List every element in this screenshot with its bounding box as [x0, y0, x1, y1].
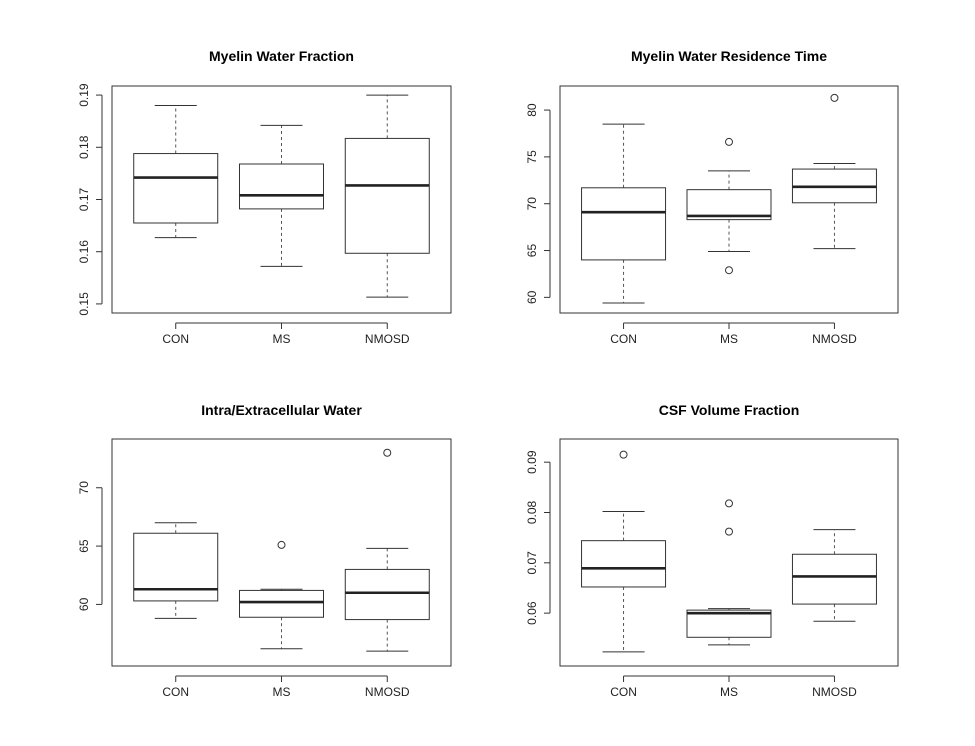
- x-tick-label: NMOSD: [365, 685, 410, 699]
- plot-frame: [111, 85, 452, 314]
- box-group-con: [581, 450, 667, 653]
- y-tick-label: 0.06: [525, 601, 539, 625]
- chart-panel-4: CSF Volume Fraction 0.06 0.07 0.08 0.09 CON MS…: [525, 402, 899, 699]
- box-iqr: [791, 553, 877, 605]
- x-tick-label: CON: [162, 332, 189, 346]
- outlier-point: [725, 527, 733, 536]
- box-iqr: [686, 609, 772, 638]
- box-iqr: [239, 589, 324, 618]
- y-tick-label: 60: [77, 597, 91, 611]
- box-iqr: [581, 187, 667, 261]
- y-tick-label: 65: [525, 244, 539, 258]
- outlier-point: [277, 540, 286, 549]
- box-group-nmosd: [791, 529, 877, 622]
- outlier-point: [383, 448, 392, 457]
- x-tick-label: NMOSD: [365, 332, 410, 346]
- box-iqr: [344, 568, 430, 621]
- y-tick-label: 0.17: [77, 187, 91, 211]
- x-tick-label: MS: [720, 685, 738, 699]
- box-iqr: [133, 153, 219, 224]
- outlier-point: [725, 499, 733, 508]
- chart-panel-2: Myelin Water Residence Time 60 65 70 75 80 CON…: [525, 48, 899, 346]
- y-tick-label: 0.15: [77, 292, 91, 316]
- box-iqr: [239, 163, 324, 210]
- box-group-con: [133, 105, 219, 239]
- x-tick-label: NMOSD: [812, 685, 857, 699]
- y-tick-label: 60: [525, 290, 539, 304]
- chart-title: CSF Volume Fraction: [659, 402, 800, 418]
- y-tick-label: 0.08: [525, 500, 539, 524]
- x-tick-label: NMOSD: [812, 332, 857, 346]
- y-tick-label: 0.18: [77, 135, 91, 159]
- box-iqr: [133, 532, 219, 602]
- chart-title: Myelin Water Fraction: [209, 48, 354, 64]
- plot-frame: [559, 85, 899, 314]
- outlier-point: [725, 137, 733, 146]
- box-group-nmosd: [791, 93, 877, 250]
- box-group-con: [133, 522, 219, 619]
- box-group-ms: [686, 137, 772, 275]
- outlier-point: [619, 450, 628, 459]
- y-tick-label: 0.07: [525, 551, 539, 575]
- x-tick-label: CON: [610, 685, 637, 699]
- y-tick-label: 80: [525, 103, 539, 117]
- box-group-nmosd: [344, 94, 430, 298]
- box-group-ms: [239, 540, 324, 650]
- box-group-con: [581, 123, 667, 304]
- x-tick-label: CON: [162, 685, 189, 699]
- x-tick-label: MS: [273, 685, 291, 699]
- outlier-point: [725, 266, 733, 275]
- chart-panel-1: Myelin Water Fraction 0.15 0.16 0.17 0.18 0.1…: [77, 48, 452, 346]
- x-tick-label: MS: [720, 332, 738, 346]
- outlier-point: [830, 93, 839, 102]
- y-tick-label: 0.16: [77, 240, 91, 264]
- y-tick-label: 0.19: [77, 83, 91, 107]
- x-tick-label: MS: [273, 332, 291, 346]
- box-group-nmosd: [344, 448, 430, 652]
- chart-panel-3: Intra/Extracellular Water 60 65 70 CON MS NMOS…: [77, 402, 452, 699]
- plot-frame: [559, 438, 899, 667]
- y-tick-label: 70: [77, 481, 91, 495]
- chart-title: Myelin Water Residence Time: [631, 48, 827, 64]
- box-group-ms: [686, 499, 772, 646]
- plot-frame: [111, 438, 452, 667]
- y-tick-label: 0.09: [525, 450, 539, 474]
- box-group-ms: [239, 124, 324, 267]
- y-tick-label: 75: [525, 150, 539, 164]
- chart-title: Intra/Extracellular Water: [201, 402, 362, 418]
- y-tick-label: 65: [77, 539, 91, 553]
- box-iqr: [581, 540, 667, 588]
- x-tick-label: CON: [610, 332, 637, 346]
- y-tick-label: 70: [525, 197, 539, 211]
- box-iqr: [344, 137, 430, 254]
